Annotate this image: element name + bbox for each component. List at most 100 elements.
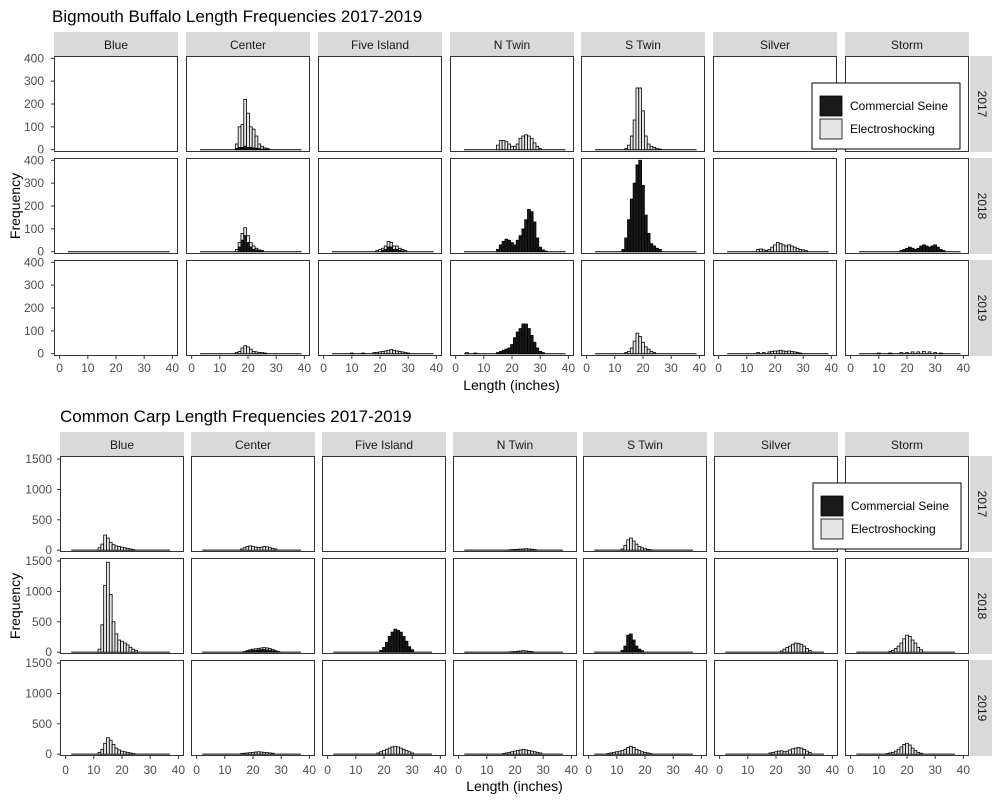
bar-electroshocking <box>631 540 636 551</box>
bar-electroshocking <box>530 651 534 653</box>
bar-electroshocking <box>524 134 528 151</box>
bar-electroshocking <box>627 144 631 151</box>
bar-electroshocking <box>268 547 272 551</box>
bar-electroshocking <box>361 352 365 355</box>
y-tick-label: 0 <box>37 143 44 157</box>
bar-commercial-seine <box>404 640 409 653</box>
bar-electroshocking <box>939 352 943 355</box>
y-tick-label: 1000 <box>25 686 52 700</box>
bar-electroshocking <box>262 751 267 755</box>
bar-electroshocking <box>516 650 520 653</box>
panel-blue-2017 <box>54 56 178 152</box>
bar-electroshocking <box>256 751 261 755</box>
bar-electroshocking <box>620 750 625 755</box>
bar-electroshocking <box>270 752 275 755</box>
bar-electroshocking <box>473 352 478 355</box>
bar-electroshocking <box>259 751 264 755</box>
bar-electroshocking <box>234 143 239 149</box>
bar-electroshocking <box>805 648 809 653</box>
bar-electroshocking <box>385 748 389 755</box>
panel-five-island-2018 <box>322 558 446 654</box>
panel-frame <box>453 660 577 756</box>
bar-commercial-seine <box>518 328 523 355</box>
bar-electroshocking <box>510 751 514 755</box>
bar-electroshocking <box>655 148 659 151</box>
bar-commercial-seine <box>527 328 531 355</box>
bar-electroshocking <box>916 351 921 355</box>
bar-electroshocking <box>888 651 892 653</box>
bar-electroshocking <box>634 543 639 551</box>
bar-electroshocking <box>652 147 657 151</box>
x-tick-label: 10 <box>872 361 886 375</box>
chart-2: Common Carp Length Frequencies 2017-2019… <box>7 407 992 794</box>
panel-frame <box>583 660 707 756</box>
bar-commercial-seine <box>240 147 245 151</box>
bar-electroshocking <box>120 640 124 653</box>
bar-electroshocking <box>239 548 244 551</box>
bar-electroshocking <box>521 135 526 151</box>
bar-electroshocking <box>527 548 531 551</box>
y-tick-label: 1500 <box>25 554 52 568</box>
bar-commercial-seine <box>251 649 255 653</box>
bar-electroshocking <box>916 646 921 653</box>
bar-electroshocking <box>128 548 133 551</box>
bar-electroshocking <box>649 145 654 151</box>
bar-electroshocking <box>372 352 377 355</box>
bar-electroshocking <box>407 751 412 755</box>
bar-commercial-seine <box>270 650 275 653</box>
bar-electroshocking <box>125 751 130 755</box>
legend-key-electroshocking <box>819 118 843 140</box>
strip-label-silver: Silver <box>760 38 790 52</box>
bar-electroshocking <box>246 346 250 355</box>
y-axis-title: Frequency <box>7 173 23 239</box>
x-tick-label: 10 <box>741 763 755 777</box>
strip-five-island <box>322 432 446 456</box>
x-tick-label: 30 <box>537 763 551 777</box>
bar-electroshocking <box>521 650 526 653</box>
bar-electroshocking <box>401 748 406 755</box>
x-tick-label: 40 <box>957 763 971 777</box>
bar-electroshocking <box>532 142 537 151</box>
bar-commercial-seine <box>644 214 648 253</box>
strip-blue <box>54 32 178 56</box>
y-tick-label: 100 <box>24 324 44 338</box>
bar-commercial-seine <box>640 650 644 653</box>
bar-commercial-seine <box>620 649 625 653</box>
bar-electroshocking <box>644 346 648 355</box>
x-tick-label: 0 <box>715 361 722 375</box>
bar-electroshocking <box>893 648 898 653</box>
bar-electroshocking <box>535 751 540 755</box>
bar-electroshocking <box>634 748 639 755</box>
row-label-2019: 2019 <box>975 695 989 722</box>
y-tick-label: 400 <box>24 153 44 167</box>
bar-electroshocking <box>97 751 102 755</box>
bar-electroshocking <box>756 352 760 355</box>
bar-electroshocking <box>501 140 506 151</box>
bar-commercial-seine <box>262 649 267 653</box>
bar-electroshocking <box>496 144 500 151</box>
bar-commercial-seine <box>631 639 636 653</box>
bar-electroshocking <box>383 350 388 355</box>
bar-electroshocking <box>390 746 395 755</box>
bar-electroshocking <box>392 245 396 250</box>
bar-electroshocking <box>513 145 517 151</box>
bar-electroshocking <box>524 749 529 755</box>
bar-electroshocking <box>378 249 382 253</box>
x-tick-label: 40 <box>303 763 317 777</box>
bar-commercial-seine <box>649 243 654 253</box>
panel-storm-2018 <box>845 158 969 254</box>
panel-frame <box>714 660 838 756</box>
bar-electroshocking <box>507 143 511 151</box>
bar-electroshocking <box>893 750 898 755</box>
bar-electroshocking <box>254 135 259 149</box>
x-tick-label: 10 <box>610 763 624 777</box>
bar-electroshocking <box>254 546 258 551</box>
panel-n-twin-2018 <box>450 158 574 254</box>
bar-electroshocking <box>237 242 242 248</box>
x-tick-label: 40 <box>695 763 709 777</box>
bar-electroshocking <box>773 350 777 355</box>
bar-electroshocking <box>899 642 904 653</box>
bar-electroshocking <box>888 352 892 355</box>
y-tick-label: 0 <box>45 543 52 557</box>
